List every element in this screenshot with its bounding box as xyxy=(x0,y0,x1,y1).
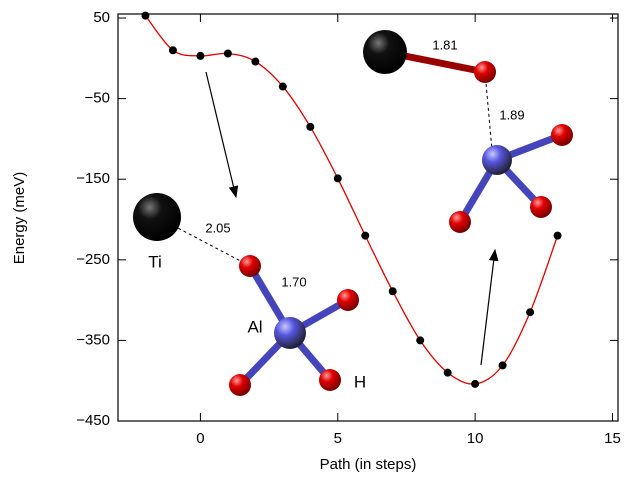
data-point xyxy=(278,82,287,91)
x-tick-label: 5 xyxy=(334,430,342,447)
y-tick-label: −350 xyxy=(76,331,110,348)
x-tick-label: 15 xyxy=(604,430,621,447)
data-point xyxy=(141,11,150,20)
annotation: 1.89 xyxy=(499,107,524,122)
data-point xyxy=(416,336,425,345)
annotation: 1.81 xyxy=(432,37,457,52)
y-tick-label: −450 xyxy=(76,412,110,429)
data-point xyxy=(196,51,205,60)
x-axis-label: Path (in steps) xyxy=(320,456,417,473)
annotation: Al xyxy=(247,317,262,336)
data-point xyxy=(306,122,315,131)
plot-frame xyxy=(117,13,619,422)
data-point xyxy=(168,46,177,55)
x-tick-label: 10 xyxy=(467,430,484,447)
annotation: 2.05 xyxy=(205,220,230,235)
data-point xyxy=(443,368,452,377)
data-point xyxy=(498,361,507,370)
data-point xyxy=(361,231,370,240)
data-point xyxy=(388,287,397,296)
y-axis-label: Energy (meV) xyxy=(11,172,28,265)
data-point xyxy=(553,231,562,240)
annotation: 1.70 xyxy=(281,274,306,289)
data-point xyxy=(333,174,342,183)
y-tick-label: 50 xyxy=(93,9,110,26)
data-point xyxy=(526,308,535,317)
data-point xyxy=(223,49,232,58)
y-tick-label: −250 xyxy=(76,251,110,268)
data-point xyxy=(251,57,260,66)
annotation: Ti xyxy=(148,252,162,271)
molecules xyxy=(133,30,573,396)
y-tick-label: −50 xyxy=(85,90,110,107)
annotation: H xyxy=(354,372,366,391)
data-point xyxy=(471,379,480,388)
energy-curve xyxy=(144,15,559,385)
x-tick-label: 0 xyxy=(196,430,204,447)
y-tick-label: −150 xyxy=(76,170,110,187)
